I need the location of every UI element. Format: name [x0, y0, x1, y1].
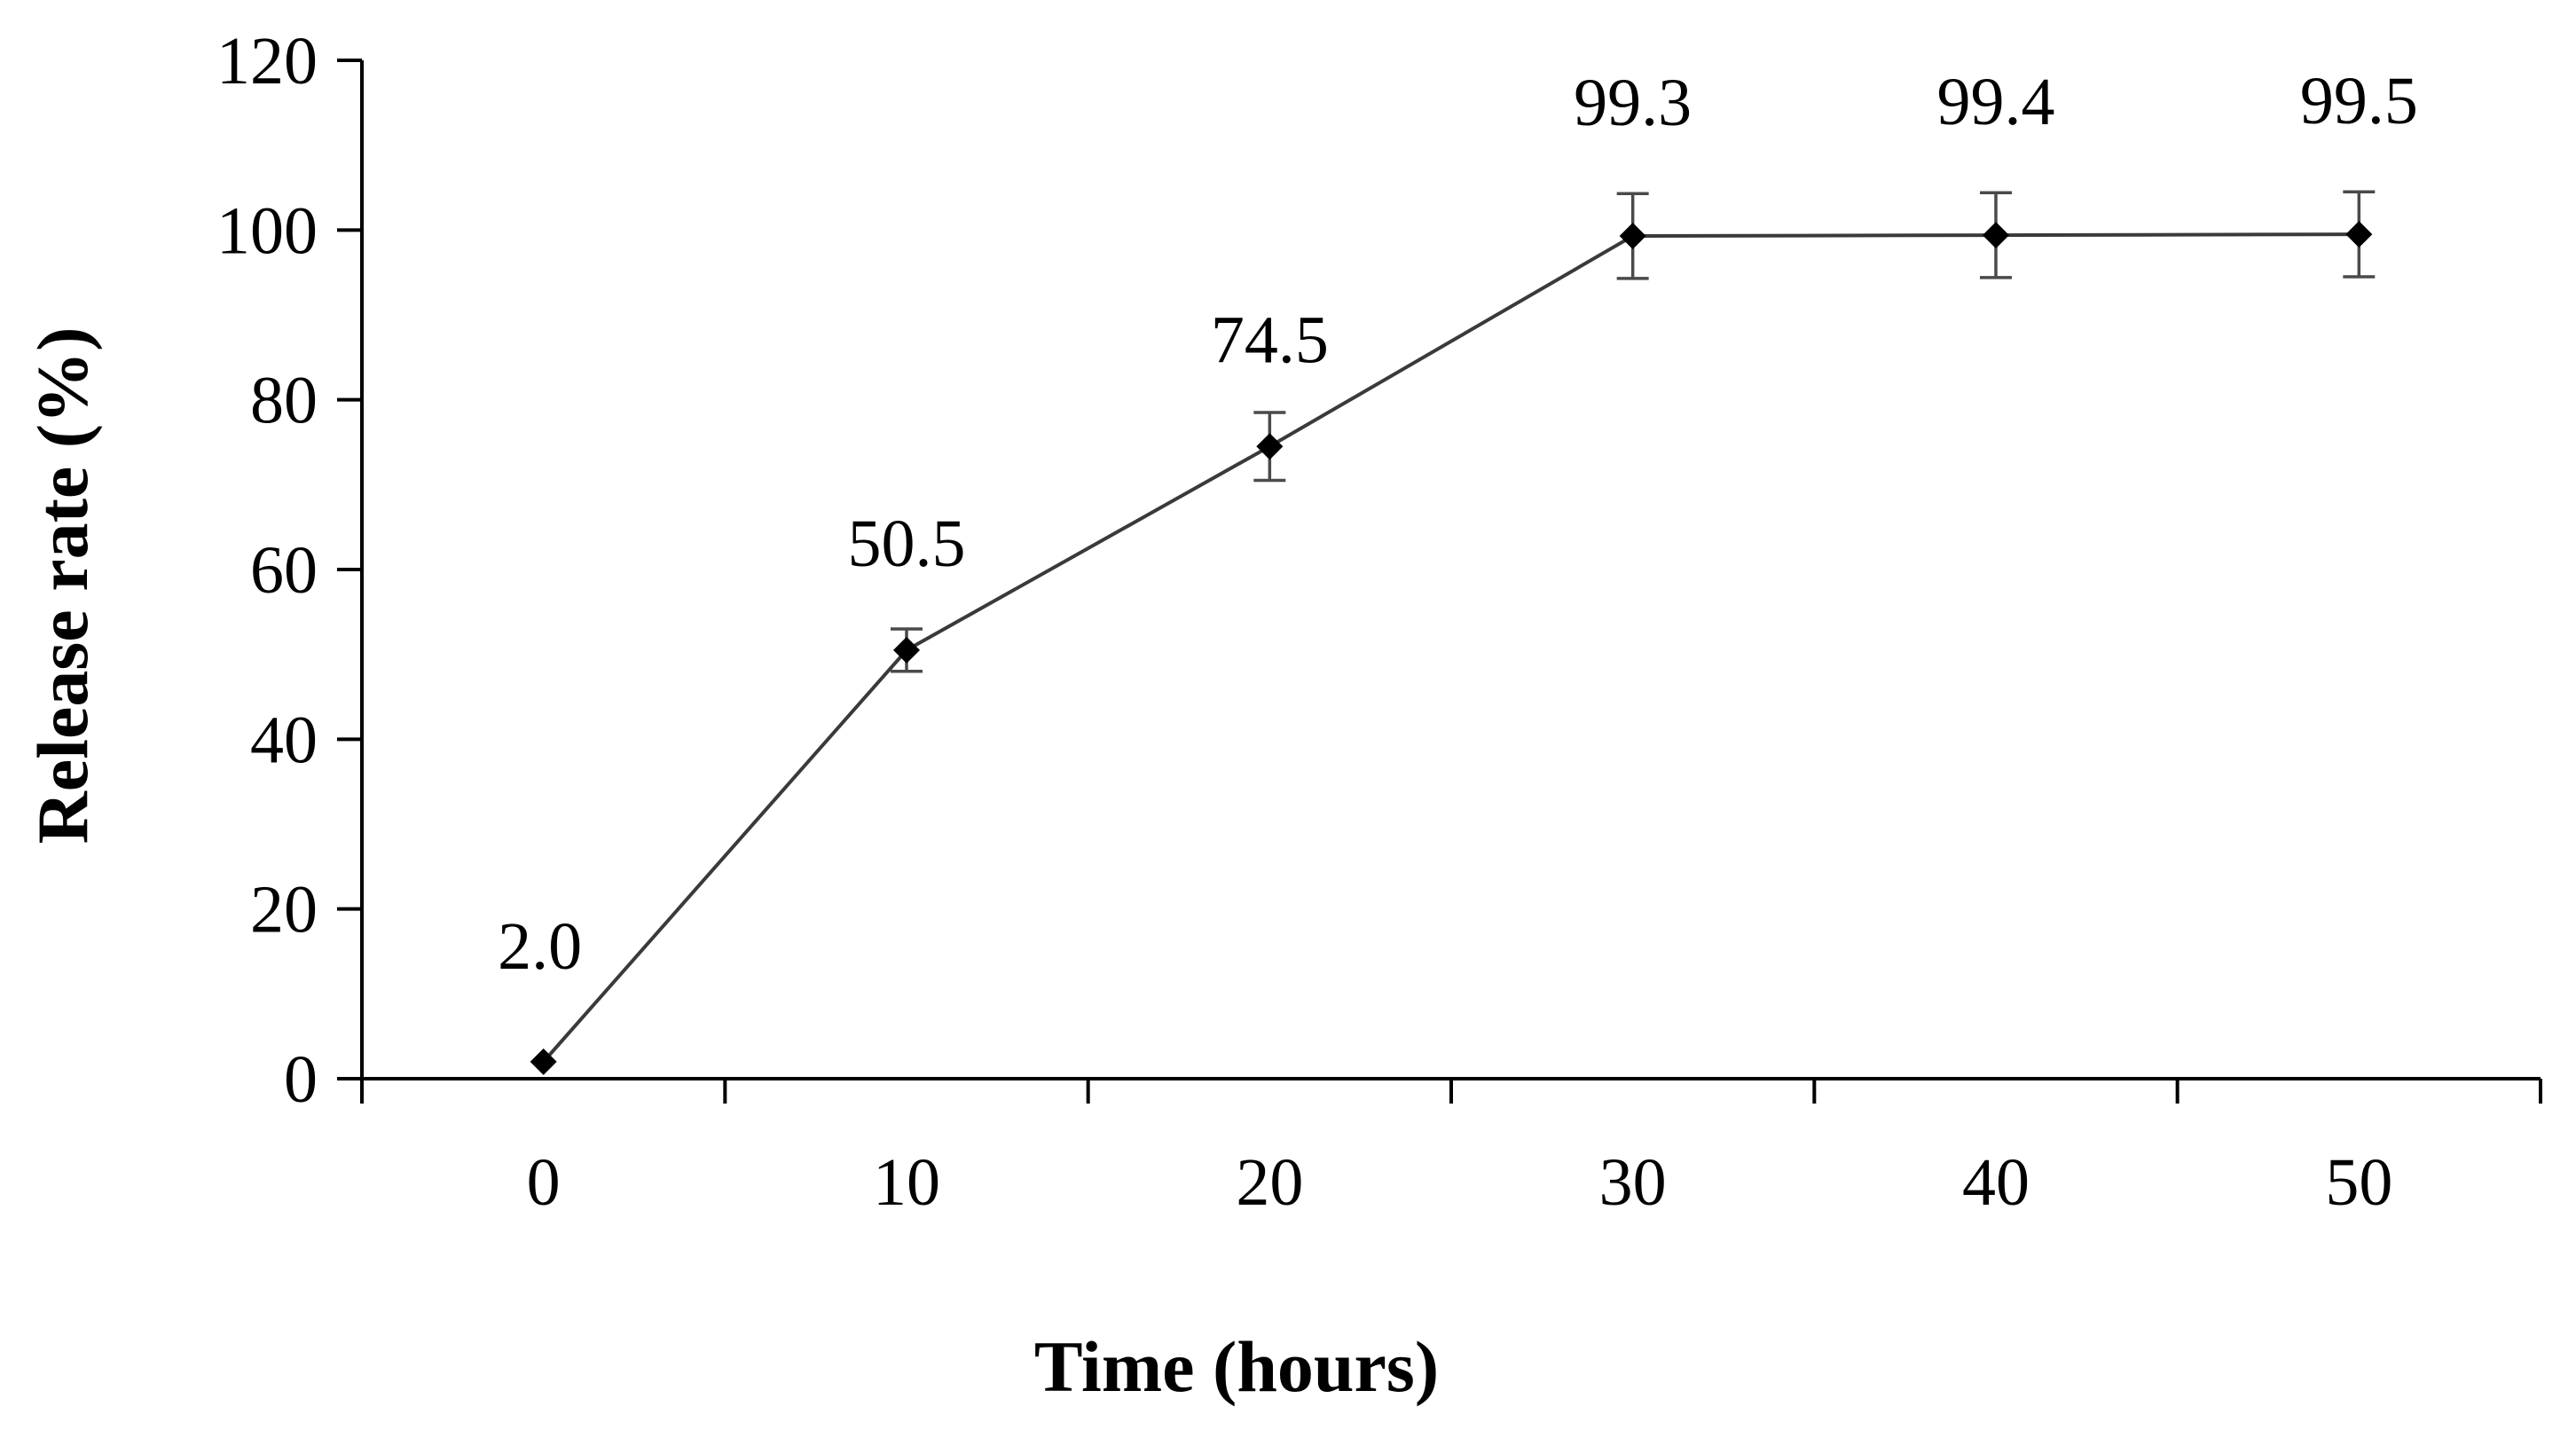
y-tick-label: 0 — [284, 1042, 318, 1117]
series-line — [542, 232, 2360, 1064]
data-point — [1256, 433, 1284, 460]
y-tick-label: 80 — [250, 364, 318, 438]
y-tick-label: 60 — [250, 533, 318, 608]
data-labels: 2.0 50.5 74.5 99.3 99.4 99.5 — [498, 64, 2418, 984]
data-point — [530, 1048, 557, 1075]
data-point — [1983, 222, 2009, 249]
y-tick-label: 100 — [216, 193, 318, 268]
x-tick-label: 50 — [2325, 1145, 2392, 1220]
y-axis-title: Release rate (%) — [22, 327, 103, 845]
x-tick-label: 0 — [527, 1145, 561, 1220]
y-tick-label: 40 — [250, 703, 318, 777]
y-tick-label: 120 — [216, 24, 318, 98]
data-point — [2345, 221, 2373, 248]
x-tick-label: 20 — [1236, 1145, 1303, 1220]
data-label: 99.4 — [1937, 65, 2055, 139]
axes — [360, 60, 2541, 1080]
x-axis-ticks: 0 10 20 30 40 50 — [360, 1079, 2542, 1220]
data-label: 74.5 — [1211, 302, 1329, 377]
error-bars — [891, 190, 2376, 673]
series-group — [530, 221, 2373, 1075]
data-label: 99.3 — [1574, 66, 1692, 140]
data-point — [1619, 223, 1646, 250]
x-tick-label: 40 — [1962, 1145, 2030, 1220]
x-tick-label: 10 — [873, 1145, 940, 1220]
data-label: 50.5 — [848, 507, 966, 581]
data-point — [893, 636, 920, 664]
x-tick-label: 30 — [1599, 1145, 1667, 1220]
y-tick-label: 20 — [250, 873, 318, 947]
data-label: 2.0 — [498, 909, 582, 984]
data-label: 99.5 — [2300, 64, 2418, 138]
y-axis-ticks: 0 20 40 60 80 100 120 — [216, 24, 362, 1117]
x-axis-title: Time (hours) — [1034, 1326, 1439, 1407]
